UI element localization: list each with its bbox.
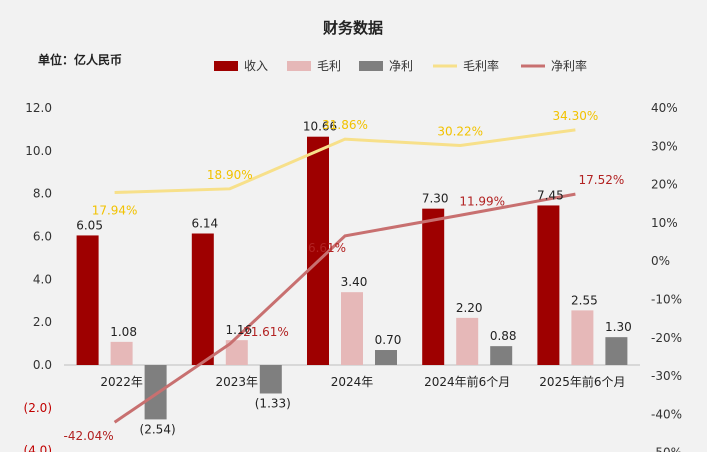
- y-left-tick-label: 0.0: [33, 358, 52, 372]
- series-line: [113, 192, 576, 424]
- line-data-label: -42.04%: [64, 429, 114, 443]
- bar-data-label: 2.20: [456, 301, 483, 315]
- bars: [76, 136, 628, 420]
- bar: [76, 235, 99, 365]
- y-right-tick-label: 10%: [651, 216, 678, 230]
- bar-data-label: 1.30: [605, 320, 632, 334]
- bar-data-label: 1.08: [110, 325, 137, 339]
- y-right-tick-label: 20%: [651, 178, 678, 192]
- bar-data-label: (1.33): [255, 396, 291, 410]
- bar-data-label: 2.55: [571, 293, 598, 307]
- y-right-tick-label: -10%: [651, 293, 682, 307]
- x-tick-label: 2022年: [100, 375, 143, 389]
- bar: [191, 233, 214, 365]
- bar: [375, 350, 397, 365]
- bar: [571, 310, 594, 365]
- bar-data-label: 7.45: [537, 188, 564, 202]
- y-left-tick-label: 8.0: [33, 187, 52, 201]
- bar: [110, 341, 133, 365]
- bar-data-label: 7.30: [422, 192, 449, 206]
- bar: [225, 340, 248, 365]
- legend-swatch: [287, 61, 311, 71]
- line-data-label: 17.94%: [92, 203, 138, 217]
- legend-entry: 净利率: [551, 58, 587, 73]
- bar: [490, 346, 513, 365]
- bar: [259, 365, 282, 394]
- series-line: [114, 128, 576, 194]
- legend-swatch: [214, 61, 238, 71]
- bar-data-label: 0.88: [490, 329, 517, 343]
- x-tick-label: 2025年前6个月: [539, 374, 625, 389]
- y-right-tick-label: 0%: [651, 254, 670, 268]
- bar-data-label: 3.40: [341, 275, 368, 289]
- unit-label: 单位：亿人民币: [38, 52, 122, 67]
- bar: [605, 337, 628, 365]
- axes: (4.0) (2.0) 0.0 2.0 4.0 6.0 8.0 10.0 12.0 -50% -40…: [24, 101, 682, 452]
- x-tick-label: 2023年: [216, 375, 259, 389]
- line-data-label: 31.86%: [322, 118, 368, 132]
- y-left-tick-label: (2.0): [24, 401, 52, 415]
- legend-entry: 净利: [389, 59, 413, 73]
- x-tick-label: 2024年: [331, 375, 374, 389]
- lines: [113, 128, 576, 424]
- y-left-tick-label: 4.0: [33, 272, 52, 286]
- line-data-label: 17.52%: [579, 173, 625, 187]
- bar: [456, 317, 479, 365]
- legend-swatch: [359, 61, 383, 71]
- line-data-label: 18.90%: [207, 168, 253, 182]
- y-right-tick-label: -40%: [651, 407, 682, 421]
- bar: [422, 208, 445, 365]
- chart-title: 财务数据: [323, 19, 383, 37]
- legend-entry: 毛利: [317, 59, 341, 73]
- y-left-tick-label: 6.0: [33, 230, 52, 244]
- y-left-tick-label: 12.0: [25, 101, 52, 115]
- bar: [341, 292, 363, 365]
- x-tick-label: 2024年前6个月: [424, 374, 510, 389]
- line-data-label: 30.22%: [437, 124, 483, 138]
- bar: [307, 136, 329, 365]
- bar-data-label: 1.16: [225, 323, 252, 337]
- legend-entry: 收入: [244, 59, 268, 73]
- bar-data-label: (2.54): [140, 422, 176, 436]
- bar-data-label: 6.05: [76, 218, 103, 232]
- y-left-tick-label: (4.0): [24, 444, 52, 452]
- line-data-label: 34.30%: [553, 109, 599, 123]
- legend-entry: 毛利率: [463, 58, 499, 73]
- y-right-tick-label: 40%: [651, 101, 678, 115]
- bar: [144, 365, 167, 420]
- y-left-tick-label: 10.0: [25, 144, 52, 158]
- line-data-label: -21.61%: [239, 325, 289, 339]
- line-data-label: 6.61%: [308, 241, 346, 255]
- legend: 收入 毛利 净利 毛利率 净利率: [214, 58, 587, 73]
- y-right-tick-label: -30%: [651, 369, 682, 383]
- bar-data-label: 0.70: [375, 333, 402, 347]
- bar-data-label: 10.66: [303, 120, 337, 134]
- y-left-tick-label: 2.0: [33, 315, 52, 329]
- y-right-tick-label: -20%: [651, 331, 682, 345]
- y-right-tick-label: 30%: [651, 139, 678, 153]
- bar-data-label: 6.14: [191, 217, 218, 231]
- data-labels: 6.05 6.14 10.66 7.30 7.45 1.08 1.16 3.40 2.20 2.5…: [64, 109, 632, 443]
- bar: [537, 205, 560, 365]
- line-data-label: 11.99%: [459, 194, 505, 208]
- y-right-tick-label: -50%: [651, 446, 682, 452]
